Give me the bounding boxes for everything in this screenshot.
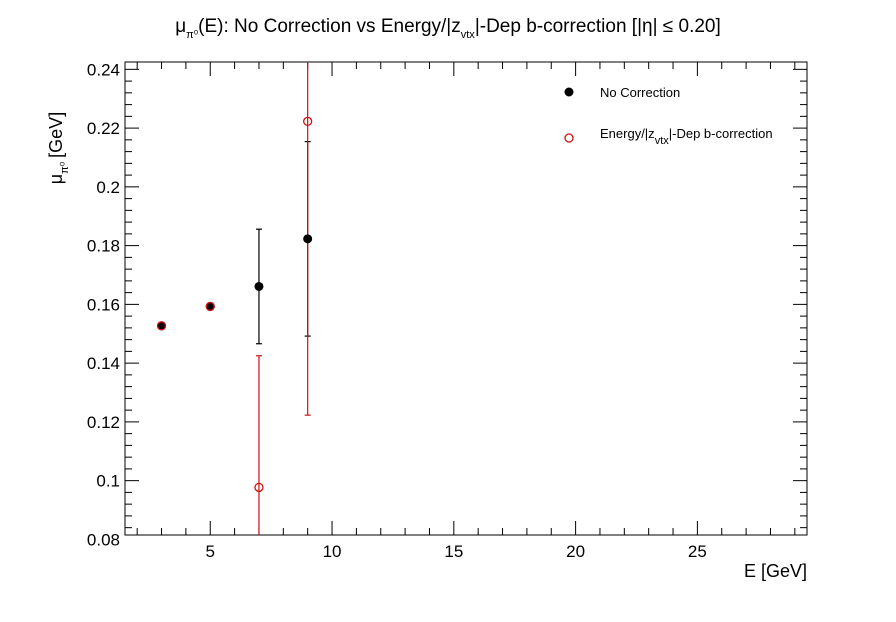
plot-frame [124,61,808,536]
x-axis-title: E [GeV] [744,561,807,581]
y-axis-mu-subscript: π⁰ [59,161,71,174]
x-tick-label: 25 [688,542,707,561]
axis-tick-labels: 5 10 15 20 25 0.08 0.1 0.12 0.14 0.16 0.18 0.2 0.22 0… [87,60,707,561]
title-text: (E): No Correction vs Energy/|z [198,16,461,37]
x-tick-label: 5 [206,542,215,561]
y-tick-label: 0.24 [87,60,120,79]
x-tick-label: 10 [323,542,342,561]
data-point [254,482,264,493]
y-tick-label: 0.08 [87,530,120,549]
y-axis-unit: [GeV] [46,112,66,158]
legend-vtx-subscript: vtx [655,135,670,147]
legend-label-no-correction-text: No Correction [600,85,680,100]
y-axis-mu: μ [46,174,66,184]
y-axis-title: μπ⁰ [GeV] [46,112,71,184]
y-tick-label: 0.14 [87,354,120,373]
legend-label-b-correction-text: Energy/|z [600,126,655,141]
data-point [303,234,313,244]
y-tick-label: 0.1 [96,472,120,491]
title-mu-subscript: π⁰ [186,29,199,41]
y-tick-label: 0.18 [87,237,120,256]
data-point [303,116,313,126]
title-text-end: |-Dep b-correction [|η| ≤ 0.20] [475,16,721,37]
error-bars [158,62,311,535]
legend-marker-no-correction [564,87,574,97]
y-tick-label: 0.12 [87,413,120,432]
y-tick-label: 0.2 [96,178,120,197]
x-tick-label: 15 [444,542,463,561]
x-tick-label: 20 [566,542,585,561]
legend: No Correction Energy/|zvtx|-Dep b-correc… [564,85,773,147]
data-point [205,301,215,312]
title-vtx-subscript: vtx [461,29,476,41]
y-tick-label: 0.22 [87,119,120,138]
data-markers [156,116,313,493]
legend-label-b-correction: Energy/|zvtx|-Dep b-correction [600,126,773,147]
y-tick-label: 0.16 [87,295,120,314]
chart-title: μπ⁰(E): No Correction vs Energy/|zvtx|-D… [175,16,721,41]
title-mu: μ [175,16,186,37]
axis-ticks [125,62,807,535]
data-point [254,281,264,291]
legend-marker-b-correction [564,133,574,143]
legend-label-no-correction: No Correction [600,85,680,100]
legend-label-b-correction-end: |-Dep b-correction [669,126,773,141]
data-point [156,321,167,331]
